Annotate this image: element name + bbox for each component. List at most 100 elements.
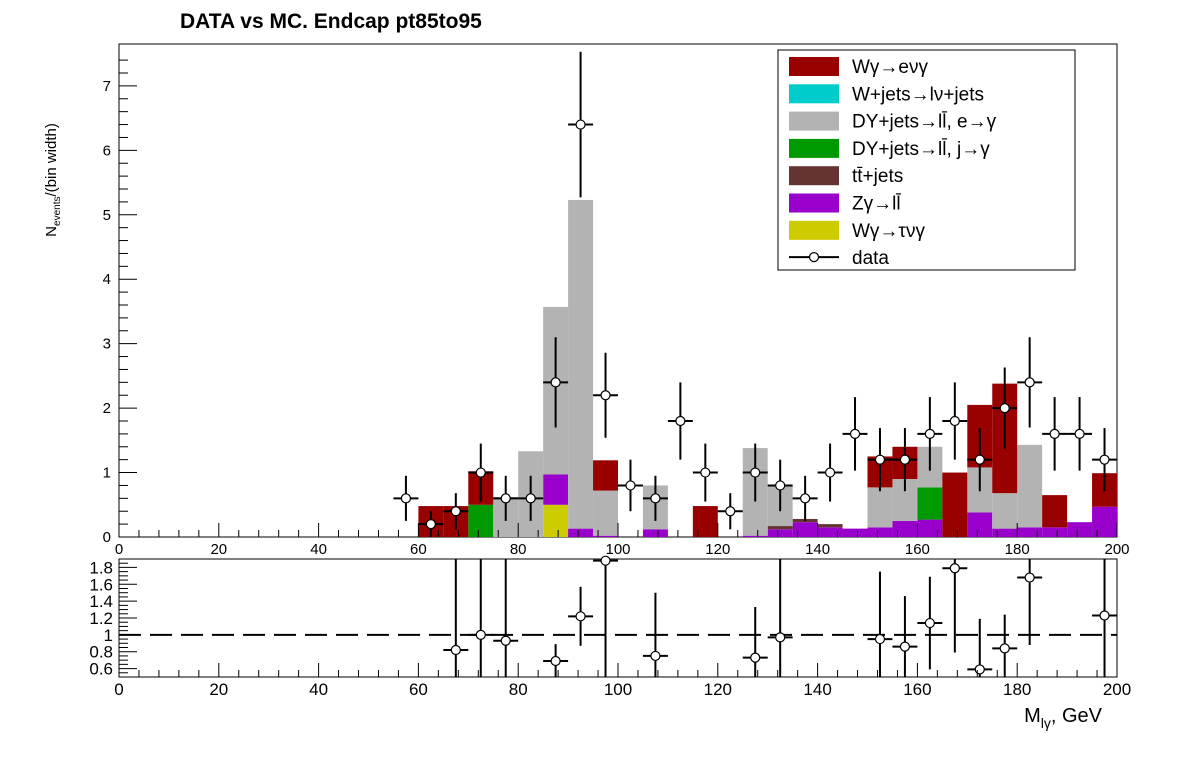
stack-bar bbox=[593, 490, 618, 536]
main-x-axis: 0 20 40 60 80 100 120 140 160 180 200 bbox=[115, 523, 1130, 558]
ratio-y-tick-label: 1.6 bbox=[89, 575, 113, 594]
data-point bbox=[400, 493, 412, 504]
x-tick-label: 20 bbox=[210, 541, 227, 558]
legend-label: DY+jets→ll̄, e→γ bbox=[852, 112, 997, 133]
stack-bar bbox=[1042, 527, 1068, 537]
stack-bar bbox=[892, 520, 918, 537]
stack-bar bbox=[817, 527, 843, 537]
x-tick-label: 40 bbox=[310, 541, 327, 558]
ratio-point bbox=[450, 644, 461, 656]
stack-bar bbox=[1067, 522, 1093, 537]
ratio-x-axis: 0 20 40 60 80 100 120 140 160 180 200 bbox=[114, 663, 1131, 699]
legend: Wγ→eνγ W+jets→lν+jets DY+jets→ll̄, e→γ DY+j… bbox=[777, 49, 1076, 271]
data-point bbox=[1099, 454, 1110, 465]
x-tick-label: 180 bbox=[1005, 541, 1030, 558]
ratio-y-tick-label: 0.6 bbox=[89, 660, 113, 679]
x-tick-label: 0 bbox=[115, 541, 123, 558]
stack-bar bbox=[942, 472, 968, 537]
legend-swatch bbox=[789, 166, 839, 186]
data-point bbox=[625, 480, 636, 491]
legend-data-marker bbox=[808, 252, 820, 263]
stack-bar bbox=[867, 527, 893, 537]
data-point bbox=[974, 454, 985, 465]
data-point bbox=[874, 454, 886, 465]
ratio-y-tick-label: 1.8 bbox=[89, 558, 113, 577]
data-point bbox=[700, 467, 711, 478]
data-point bbox=[725, 506, 736, 517]
legend-swatch bbox=[789, 111, 839, 131]
legend-swatch bbox=[789, 220, 839, 240]
legend-label: tt̄+jets bbox=[852, 166, 903, 187]
data-point bbox=[500, 493, 511, 504]
y-tick-label: 0 bbox=[103, 529, 111, 546]
legend-label: Wγ→τνγ bbox=[852, 221, 925, 242]
ratio-point bbox=[999, 643, 1010, 654]
stack-bar bbox=[543, 504, 569, 537]
x-tick-label: 120 bbox=[704, 680, 732, 699]
x-tick-label: 160 bbox=[903, 680, 931, 699]
stack-bar bbox=[642, 529, 668, 537]
x-tick-label: 100 bbox=[605, 541, 630, 558]
legend-label: data bbox=[852, 248, 889, 269]
x-tick-label: 20 bbox=[209, 680, 228, 699]
data-point bbox=[425, 519, 436, 530]
data-point bbox=[1074, 428, 1085, 439]
ratio-point bbox=[874, 633, 886, 645]
data-point bbox=[849, 428, 861, 439]
ratio-y-tick-label: 0.8 bbox=[89, 643, 113, 662]
stack-bar bbox=[917, 519, 943, 537]
main-plot: 0 1 2 3 4 5 6 7 0 20 40 60 80 100 120 140 160 180 200 Nev… bbox=[43, 43, 1130, 558]
data-point bbox=[550, 377, 561, 388]
legend-swatch bbox=[789, 193, 839, 213]
data-point bbox=[525, 493, 536, 504]
stack-bar bbox=[992, 493, 1018, 529]
data-point bbox=[475, 467, 486, 478]
y-tick-label: 7 bbox=[103, 78, 111, 95]
x-tick-label: 180 bbox=[1003, 680, 1031, 699]
ratio-point bbox=[575, 611, 586, 622]
stack-bar bbox=[568, 528, 594, 537]
x-tick-label: 0 bbox=[114, 680, 123, 699]
stack-bar bbox=[967, 512, 993, 537]
x-tick-label: 200 bbox=[1103, 680, 1131, 699]
ratio-point bbox=[650, 650, 661, 662]
x-tick-label: 120 bbox=[705, 541, 730, 558]
legend-label: Wγ→eνγ bbox=[852, 57, 929, 78]
ratio-point bbox=[899, 641, 911, 652]
data-layer bbox=[393, 51, 1117, 537]
stack-bar bbox=[1042, 495, 1068, 528]
data-point bbox=[800, 493, 811, 504]
ratio-point bbox=[949, 563, 960, 574]
ratio-layer bbox=[443, 555, 1117, 677]
stack-bar bbox=[593, 460, 618, 491]
y-tick-label: 6 bbox=[103, 142, 111, 159]
ratio-plot: 0.60.811.21.41.61.8 0 20 40 60 80 100 120 140 16… bbox=[89, 555, 1131, 731]
data-point bbox=[1049, 428, 1060, 439]
stack-bar bbox=[1017, 527, 1043, 537]
main-y-axis: 0 1 2 3 4 5 6 7 bbox=[103, 59, 137, 546]
ratio-point bbox=[750, 652, 761, 663]
stack-bar bbox=[692, 506, 718, 537]
stack-bar bbox=[842, 528, 868, 537]
legend-entries: Wγ→eνγ W+jets→lν+jets DY+jets→ll̄, e→γ DY+j… bbox=[789, 57, 997, 269]
data-point bbox=[650, 493, 661, 504]
x-tick-label: 200 bbox=[1104, 541, 1129, 558]
x-tick-label: 100 bbox=[604, 680, 632, 699]
stack-bar bbox=[817, 524, 843, 528]
ratio-point bbox=[1024, 572, 1035, 583]
stack-bar bbox=[742, 535, 768, 537]
legend-swatch bbox=[789, 57, 839, 76]
stack-bar bbox=[992, 528, 1018, 537]
y-tick-label: 4 bbox=[103, 271, 111, 288]
x-tick-label: 160 bbox=[905, 541, 930, 558]
data-point bbox=[924, 428, 935, 439]
data-point bbox=[775, 480, 786, 491]
ratio-point bbox=[475, 629, 486, 640]
data-point bbox=[600, 390, 611, 401]
x-tick-label: 80 bbox=[509, 680, 528, 699]
legend-swatch bbox=[789, 84, 839, 104]
ratio-plot-frame bbox=[118, 558, 1118, 678]
x-tick-label: 60 bbox=[410, 541, 427, 558]
legend-label: DY+jets→ll̄, j→γ bbox=[852, 139, 990, 160]
